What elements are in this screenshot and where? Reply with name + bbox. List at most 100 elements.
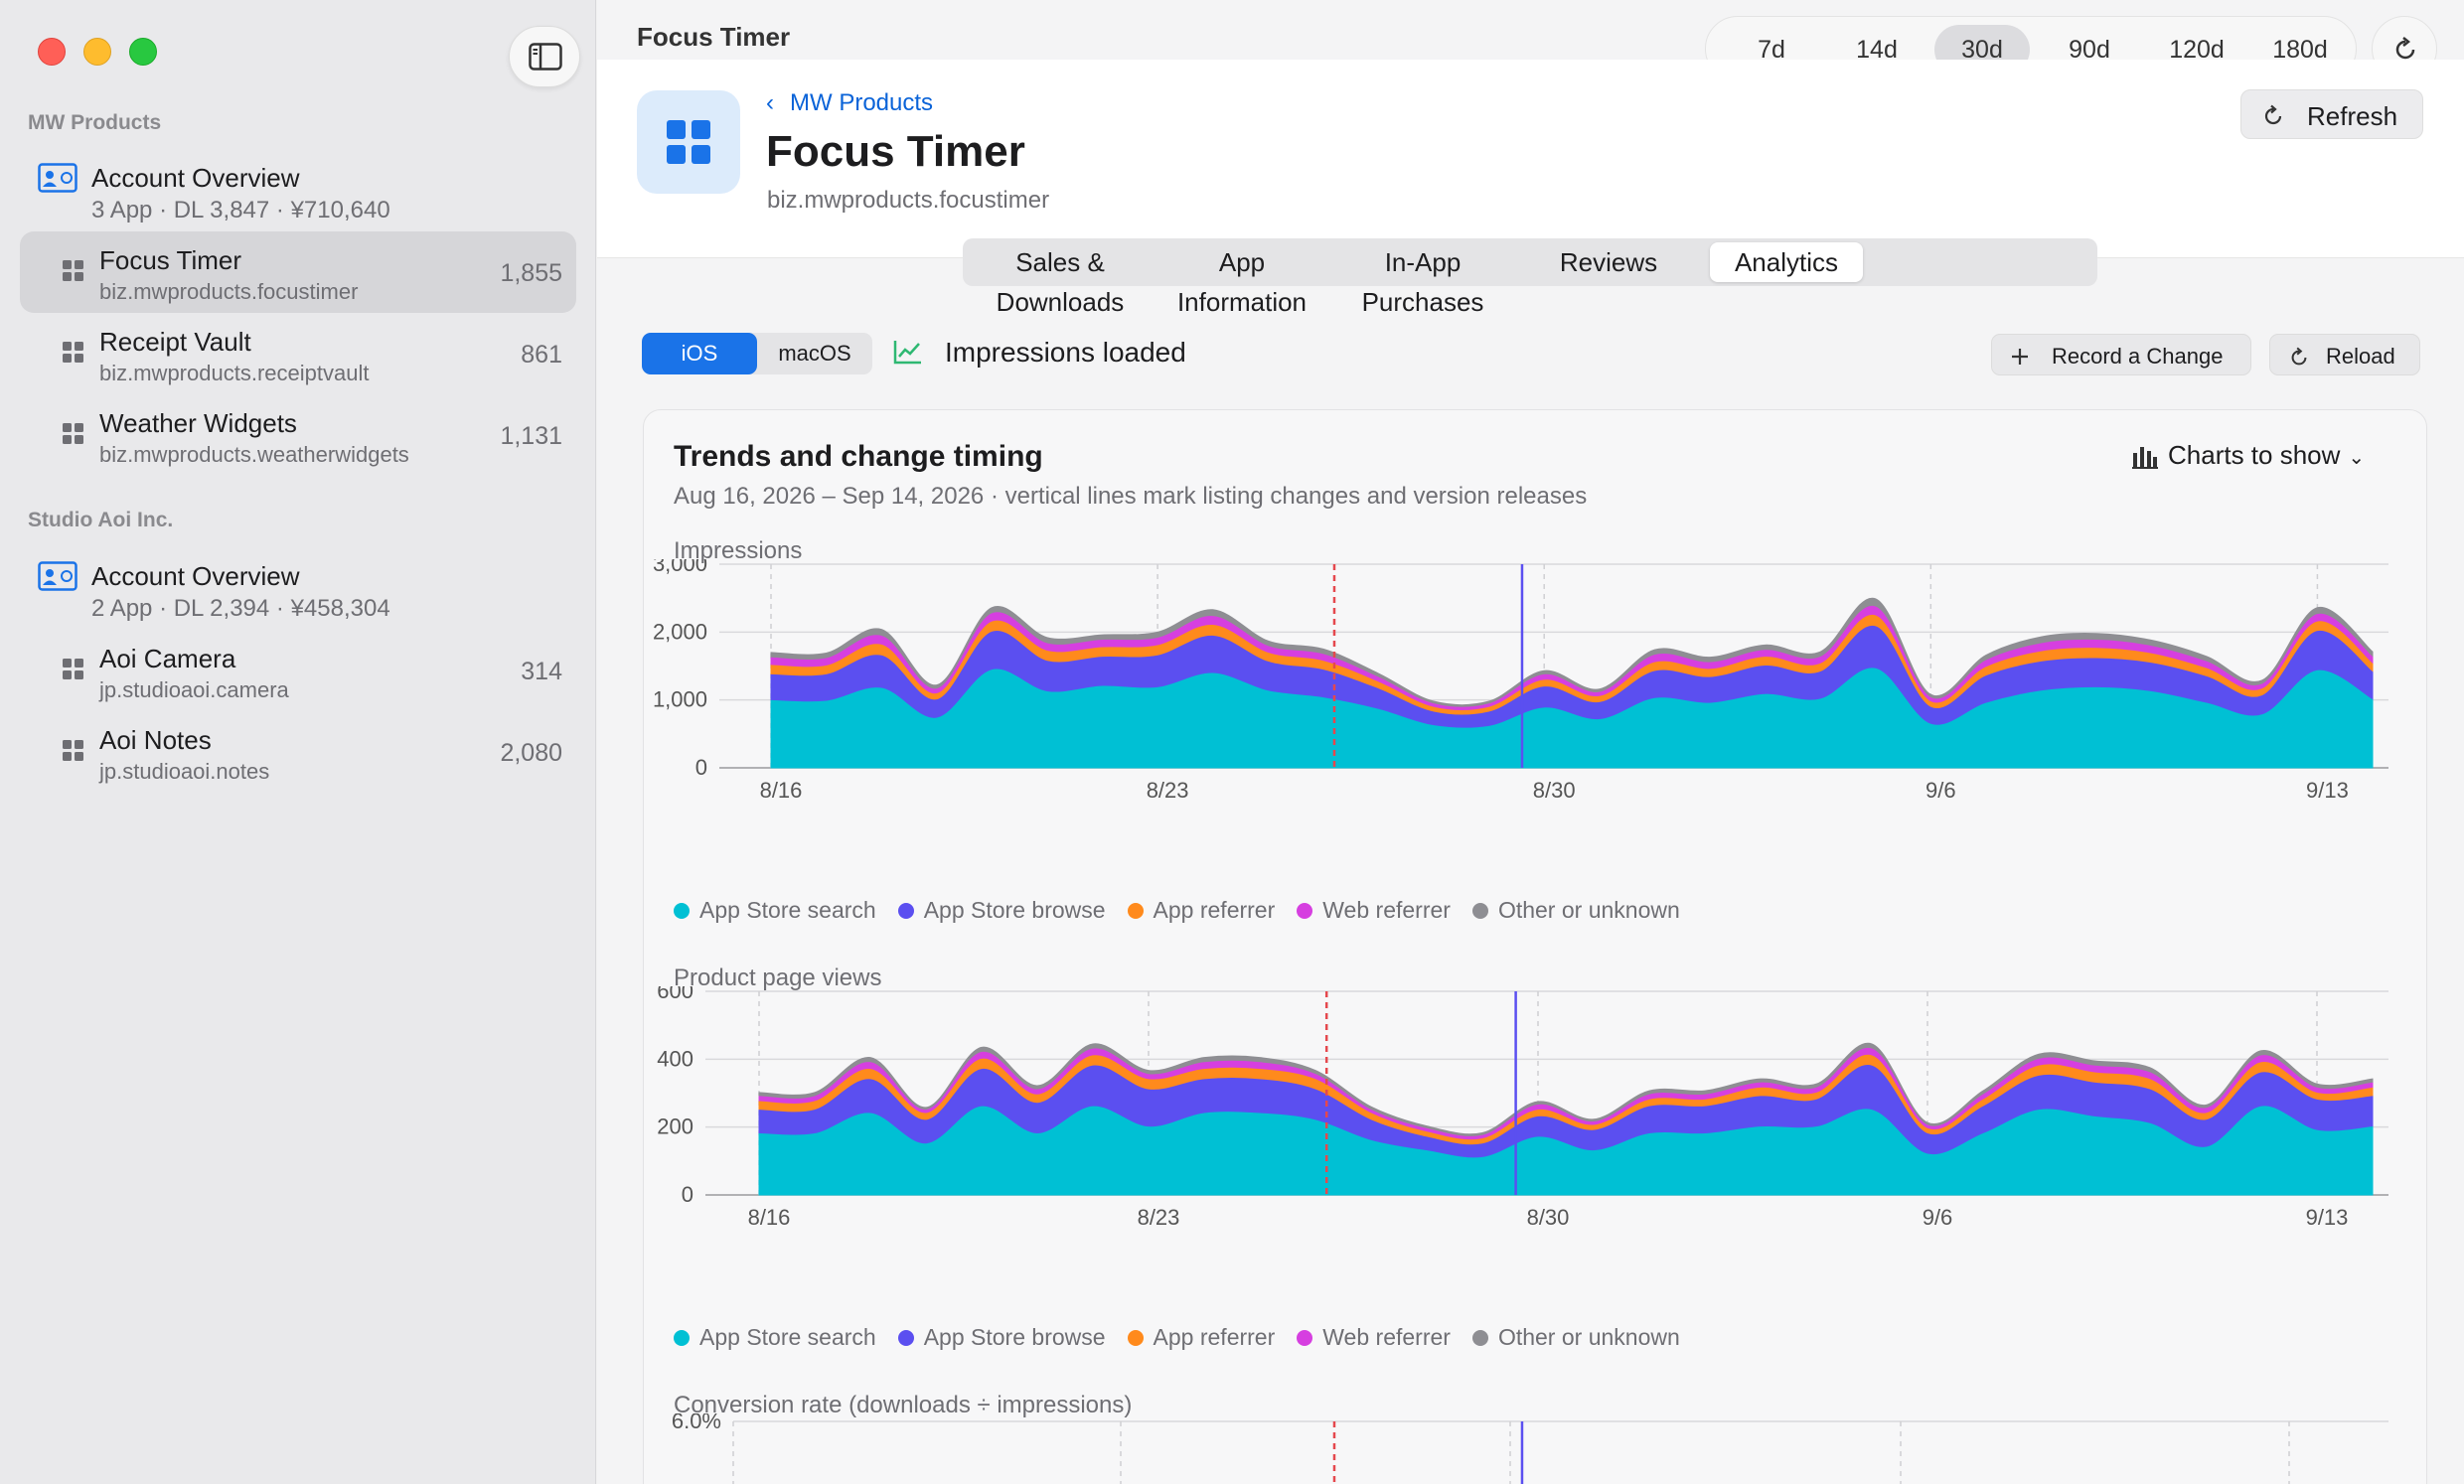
platform-selector: iOS macOS bbox=[642, 333, 872, 374]
app-name: Aoi Camera bbox=[99, 644, 236, 673]
legend-item: App Store search bbox=[674, 897, 876, 924]
legend-label: App referrer bbox=[1153, 897, 1276, 923]
app-grid-icon bbox=[667, 120, 710, 164]
legend-swatch bbox=[897, 903, 914, 919]
product-page-views-chart: 0 200 400 600 8/16 8/23 8/30 9/6 9/13 bbox=[657, 986, 2388, 1230]
legend-item: App referrer bbox=[1127, 1324, 1276, 1351]
tab-reviews[interactable]: Reviews bbox=[1559, 247, 1658, 277]
legend-item: Other or unknown bbox=[1471, 897, 1680, 924]
sidebar-item-app[interactable]: Aoi Notes jp.studioaoi.notes 2,080 bbox=[20, 711, 576, 793]
period-option[interactable]: 120d bbox=[2169, 36, 2225, 64]
y-tick-label: 0 bbox=[682, 1182, 693, 1207]
sidebar-toggle-button[interactable] bbox=[509, 26, 580, 87]
app-grid-icon bbox=[63, 260, 83, 281]
tab-bar: Sales & Downloads App Information In-App… bbox=[963, 238, 2097, 317]
legend-swatch bbox=[1127, 903, 1144, 919]
app-name: Receipt Vault bbox=[99, 327, 251, 357]
tab-app-information[interactable]: App Information bbox=[1176, 247, 1308, 317]
back-link-label: MW Products bbox=[790, 89, 934, 116]
app-header: ‹ MW Products Focus Timer biz.mwproducts.… bbox=[597, 60, 2464, 258]
app-grid-icon bbox=[63, 342, 83, 363]
window-minimize-button[interactable] bbox=[83, 38, 111, 66]
area-series-app-store-search bbox=[770, 668, 2374, 769]
charts-to-show-button[interactable]: Charts to show ⌄ bbox=[2132, 440, 2365, 471]
period-option[interactable]: 90d bbox=[2069, 36, 2110, 64]
sidebar-item-app[interactable]: Focus Timer biz.mwproducts.focustimer 1,… bbox=[20, 231, 576, 313]
window-zoom-button[interactable] bbox=[129, 38, 157, 66]
app-count: 1,131 bbox=[500, 422, 562, 450]
legend-item: App Store browse bbox=[897, 1324, 1106, 1351]
toolbar-title: Focus Timer bbox=[637, 22, 791, 52]
y-tick-label: 200 bbox=[657, 1114, 693, 1139]
legend-label: Other or unknown bbox=[1497, 1324, 1680, 1350]
reload-button[interactable]: Reload bbox=[2269, 334, 2420, 375]
legend-item: App Store browse bbox=[897, 897, 1106, 924]
sidebar-section-header: Studio Aoi Inc. bbox=[28, 509, 174, 531]
card-subtitle: Aug 16, 2026 – Sep 14, 2026 · vertical l… bbox=[674, 483, 1588, 510]
tab-in-app-purchases[interactable]: In-App Purchases bbox=[1361, 247, 1484, 317]
legend-swatch bbox=[897, 1330, 914, 1346]
x-tick-label: 9/6 bbox=[1923, 1205, 1953, 1230]
y-tick-label: 0 bbox=[695, 755, 707, 780]
legend-label: App referrer bbox=[1153, 1324, 1276, 1350]
tab-sales-downloads[interactable]: Sales & Downloads bbox=[996, 247, 1125, 317]
x-tick-label: 8/16 bbox=[748, 1205, 791, 1230]
x-tick-label: 8/16 bbox=[760, 778, 803, 803]
y-tick-label: 3,000 bbox=[653, 559, 707, 576]
sidebar-item-account-overview[interactable]: Account Overview 3 App · DL 3,847 · ¥710… bbox=[20, 149, 576, 230]
x-tick-label: 8/23 bbox=[1147, 778, 1189, 803]
card-title: Trends and change timing bbox=[674, 440, 1043, 473]
window-close-button[interactable] bbox=[38, 38, 66, 66]
app-bundle: jp.studioaoi.notes bbox=[99, 759, 270, 784]
app-count: 314 bbox=[521, 658, 562, 685]
trend-chart-icon bbox=[893, 341, 921, 365]
sidebar-item-account-overview[interactable]: Account Overview 2 App · DL 2,394 · ¥458… bbox=[20, 547, 576, 629]
status-text: Impressions loaded bbox=[945, 337, 1186, 368]
account-overview-title: Account Overview bbox=[91, 561, 300, 591]
sidebar-item-app[interactable]: Weather Widgets biz.mwproducts.weatherwi… bbox=[20, 394, 576, 476]
trends-card: Trends and change timing Aug 16, 2026 – … bbox=[643, 409, 2427, 1484]
app-name: Aoi Notes bbox=[99, 725, 212, 755]
period-option[interactable]: 14d bbox=[1856, 36, 1898, 64]
platform-option-ios[interactable]: iOS bbox=[642, 333, 757, 374]
legend-item: App Store search bbox=[674, 1324, 876, 1351]
sidebar-item-app[interactable]: Aoi Camera jp.studioaoi.camera 314 bbox=[20, 630, 576, 711]
x-tick-label: 9/6 bbox=[1925, 778, 1956, 803]
sidebar-section-header: MW Products bbox=[28, 111, 162, 134]
period-option[interactable]: 7d bbox=[1758, 36, 1785, 64]
main-content: Focus Timer 7d 14d 30d 90d 120d 180d ‹ MW… bbox=[597, 0, 2464, 1484]
legend-label: App Store browse bbox=[923, 1324, 1106, 1350]
x-tick-label: 8/30 bbox=[1533, 778, 1576, 803]
chart-title-conversion-rate: Conversion rate (downloads ÷ impressions… bbox=[674, 1392, 1133, 1418]
bar-chart-icon bbox=[2132, 447, 2158, 470]
legend-swatch bbox=[1297, 1330, 1313, 1346]
sidebar-item-app[interactable]: Receipt Vault biz.mwproducts.receiptvaul… bbox=[20, 313, 576, 394]
area-series-app-store-search bbox=[758, 1106, 2374, 1196]
app-bundle: biz.mwproducts.focustimer bbox=[99, 279, 359, 304]
app-grid-icon bbox=[63, 740, 83, 761]
plus-icon bbox=[2012, 349, 2028, 365]
legend-swatch bbox=[1127, 1330, 1144, 1346]
reload-label: Reload bbox=[2326, 344, 2395, 369]
chevron-down-icon: ⌄ bbox=[2348, 447, 2366, 469]
bundle-id: biz.mwproducts.focustimer bbox=[767, 187, 1050, 214]
app-icon bbox=[637, 90, 740, 194]
record-change-button[interactable]: Record a Change bbox=[1991, 334, 2251, 375]
conversion-rate-chart: 6.0% bbox=[672, 1413, 2388, 1484]
back-link[interactable]: ‹ MW Products bbox=[766, 89, 933, 117]
tab-analytics[interactable]: Analytics bbox=[1710, 242, 1863, 282]
legend-item: Web referrer bbox=[1297, 897, 1451, 924]
legend-swatch bbox=[674, 1330, 690, 1346]
refresh-button[interactable]: Refresh bbox=[2240, 89, 2423, 139]
chart-title-product-page-views: Product page views bbox=[674, 965, 882, 991]
account-overview-summary: 3 App · DL 3,847 · ¥710,640 bbox=[91, 197, 390, 223]
y-tick-label: 400 bbox=[657, 1046, 693, 1071]
impressions-chart: 0 1,000 2,000 3,000 8/16 8/23 8/30 9/6 9/13 bbox=[653, 559, 2388, 803]
app-name: Focus Timer bbox=[99, 245, 242, 275]
account-overview-title: Account Overview bbox=[91, 163, 300, 193]
chart-title-impressions: Impressions bbox=[674, 537, 803, 564]
legend-label: Other or unknown bbox=[1497, 897, 1680, 923]
period-option[interactable]: 180d bbox=[2272, 36, 2328, 64]
platform-option-macos[interactable]: macOS bbox=[778, 341, 851, 366]
charts-to-show-label: Charts to show bbox=[2168, 440, 2341, 470]
